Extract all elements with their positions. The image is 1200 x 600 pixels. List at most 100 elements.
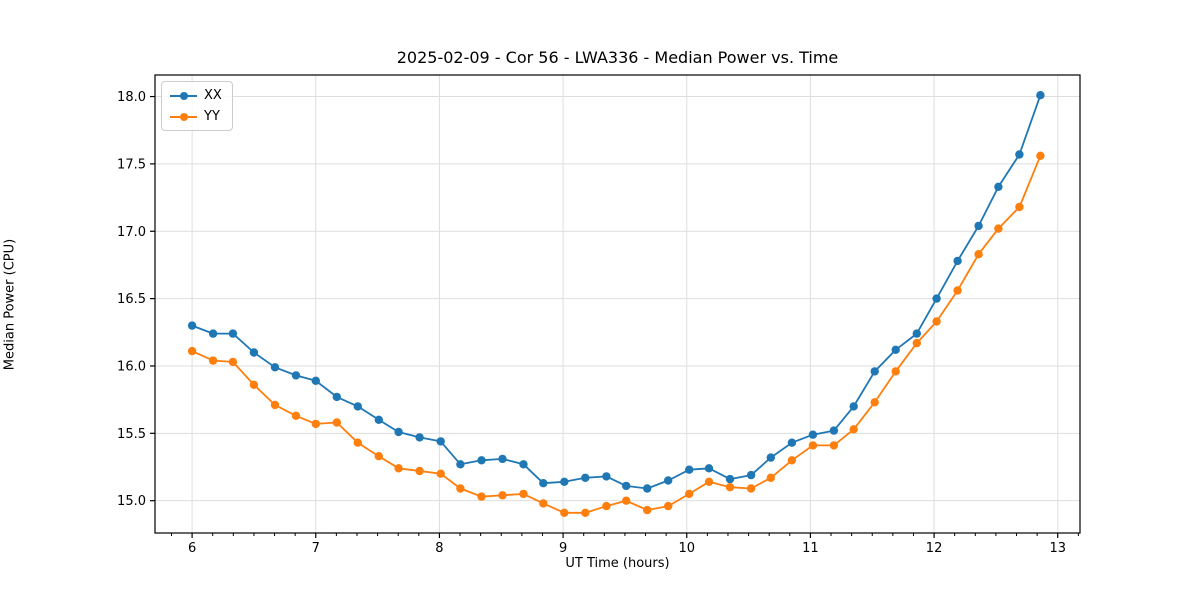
series-xx-marker [622, 481, 631, 491]
series-yy-marker [249, 380, 259, 389]
legend-label: YY [204, 109, 220, 124]
series-xx-marker [870, 367, 879, 376]
series-yy-marker [311, 419, 320, 429]
series-xx-marker [228, 329, 238, 338]
series-yy-marker [539, 499, 548, 508]
legend-entry-yy: YY [170, 108, 222, 125]
series-yy-marker [829, 441, 839, 450]
series-yy-marker [332, 418, 341, 427]
series-xx-marker [311, 376, 320, 385]
series-xx-marker [353, 402, 362, 411]
series-xx-marker [560, 477, 569, 486]
axis-ticks [150, 95, 1079, 538]
series-yy-marker [456, 484, 465, 493]
series-yy-marker [1036, 151, 1045, 160]
series-xx-marker [787, 438, 797, 447]
x-tick-label: 13 [1049, 541, 1066, 556]
series-yy-marker [912, 338, 921, 348]
x-axis-label: UT Time (hours) [565, 556, 670, 571]
series-xx-marker [456, 460, 465, 469]
series-xx-marker [664, 476, 673, 485]
series-xx-marker [581, 473, 590, 482]
series-yy-marker [746, 484, 756, 493]
series-xx-marker [974, 221, 983, 231]
y-tick-labels: 15.0 15.5 16.0 16.5 17.0 17.5 18.0 [117, 90, 146, 509]
series-xx [187, 91, 1045, 493]
series-xx-marker [539, 479, 548, 488]
series-xx-marker [704, 464, 714, 473]
series-yy-marker [208, 356, 218, 365]
y-tick-label: 17.5 [117, 157, 146, 172]
series-yy-marker [228, 357, 238, 367]
series-xx-marker [498, 454, 507, 464]
x-tick-label: 9 [559, 541, 567, 556]
series-yy-marker [415, 466, 424, 476]
series-yy-marker [891, 367, 900, 376]
series-yy-marker [291, 411, 301, 420]
series-yy-marker [704, 477, 714, 486]
series-yy-marker [870, 398, 879, 407]
y-axis-label: Median Power (CPU) [2, 238, 18, 371]
series-yy-marker [560, 508, 569, 517]
x-tick-labels: 6 7 8 9 10 11 12 13 [188, 541, 1066, 556]
series-xx-marker [994, 182, 1003, 191]
series-yy-marker [622, 496, 631, 505]
series-xx-marker [208, 329, 218, 338]
series-yy-marker [685, 489, 694, 499]
series-xx-line [191, 94, 1042, 490]
legend-line-marker-icon [170, 87, 197, 104]
series-yy-marker [953, 286, 962, 295]
series-yy-marker [994, 224, 1003, 233]
series-yy-marker [374, 452, 383, 461]
plot-spines [154, 74, 1081, 534]
series-yy-marker [519, 489, 528, 499]
series-yy-marker [974, 250, 983, 259]
series-xx-marker [1036, 91, 1045, 100]
series-xx-marker [477, 456, 486, 465]
series-xx-marker [519, 460, 528, 469]
series-xx-marker [891, 345, 900, 354]
series-yy-marker [1015, 202, 1024, 212]
y-tick-label: 18.0 [117, 90, 146, 105]
series-yy-marker [498, 491, 507, 500]
series-xx-marker [332, 392, 341, 402]
series-yy-marker [353, 438, 362, 447]
series-yy-marker [394, 464, 403, 473]
series-xx-marker [374, 415, 383, 424]
y-tick-label: 15.0 [117, 494, 146, 509]
series-yy-marker [270, 400, 280, 410]
series-xx-marker [685, 465, 694, 474]
series-yy-marker [602, 501, 611, 511]
series-xx-marker [808, 430, 818, 439]
legend: XX YY [161, 81, 233, 131]
series-yy-marker [581, 508, 590, 517]
y-tick-label: 17.0 [117, 225, 146, 240]
series-xx-marker [746, 470, 756, 480]
y-tick-label: 15.5 [117, 427, 146, 442]
series-yy-marker [643, 505, 652, 515]
series-xx-marker [249, 348, 259, 357]
series-yy-marker [787, 456, 797, 465]
x-tick-label: 8 [435, 541, 443, 556]
series-yy-marker [436, 469, 445, 478]
series-xx-marker [187, 321, 197, 330]
x-tick-label: 7 [312, 541, 320, 556]
series-yy-marker [849, 425, 858, 434]
legend-entry-xx: XX [170, 87, 222, 104]
series-yy [187, 151, 1045, 517]
series-yy-marker [187, 346, 197, 356]
series-xx-marker [394, 427, 403, 437]
series-yy-marker [932, 317, 941, 326]
y-tick-label: 16.5 [117, 292, 146, 307]
series-xx-marker [415, 433, 424, 442]
series-xx-marker [1015, 150, 1024, 159]
series-yy-marker [766, 473, 775, 482]
legend-line-marker-icon [170, 108, 197, 125]
series-xx-marker [953, 256, 962, 266]
series-xx-marker [602, 472, 611, 481]
x-tick-label: 10 [678, 541, 695, 556]
series-yy-marker [725, 483, 735, 492]
series-xx-marker [270, 363, 280, 372]
